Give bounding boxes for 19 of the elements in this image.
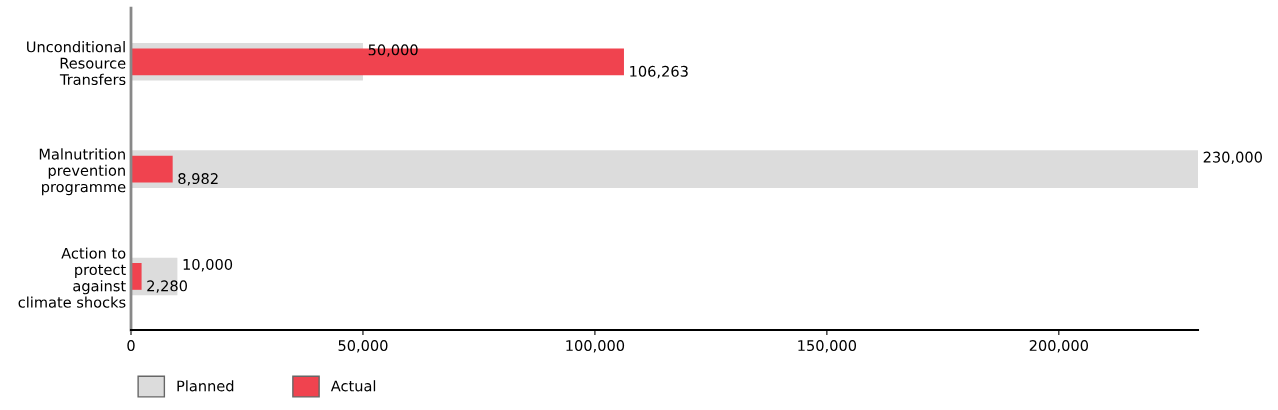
data-label: 230,000 (1203, 151, 1262, 165)
legend-label: Actual (330, 380, 376, 392)
data-label: 50,000 (368, 44, 418, 57)
x-tick-label: 50,000 (338, 340, 388, 353)
data-label: 2,280 (147, 280, 187, 293)
y-tick-label: Action to protect against climate shocks (18, 247, 126, 308)
bar (131, 263, 142, 290)
x-tick-label: 200,000 (1029, 340, 1089, 353)
x-tick-label: 0 (127, 340, 135, 352)
data-label: 8,982 (178, 173, 218, 186)
data-label: 106,263 (630, 65, 688, 79)
x-tick-label: 150,000 (798, 340, 857, 353)
bar (131, 155, 173, 183)
x-tick-label: 100,000 (566, 340, 625, 353)
data-label: 10,000 (183, 258, 233, 272)
y-tick-label: Unconditional Resource Transfers (27, 41, 126, 86)
legend-label: Planned (177, 380, 234, 392)
y-tick-label: Malnutrition prevention programme (39, 148, 126, 196)
bar (131, 150, 1198, 188)
